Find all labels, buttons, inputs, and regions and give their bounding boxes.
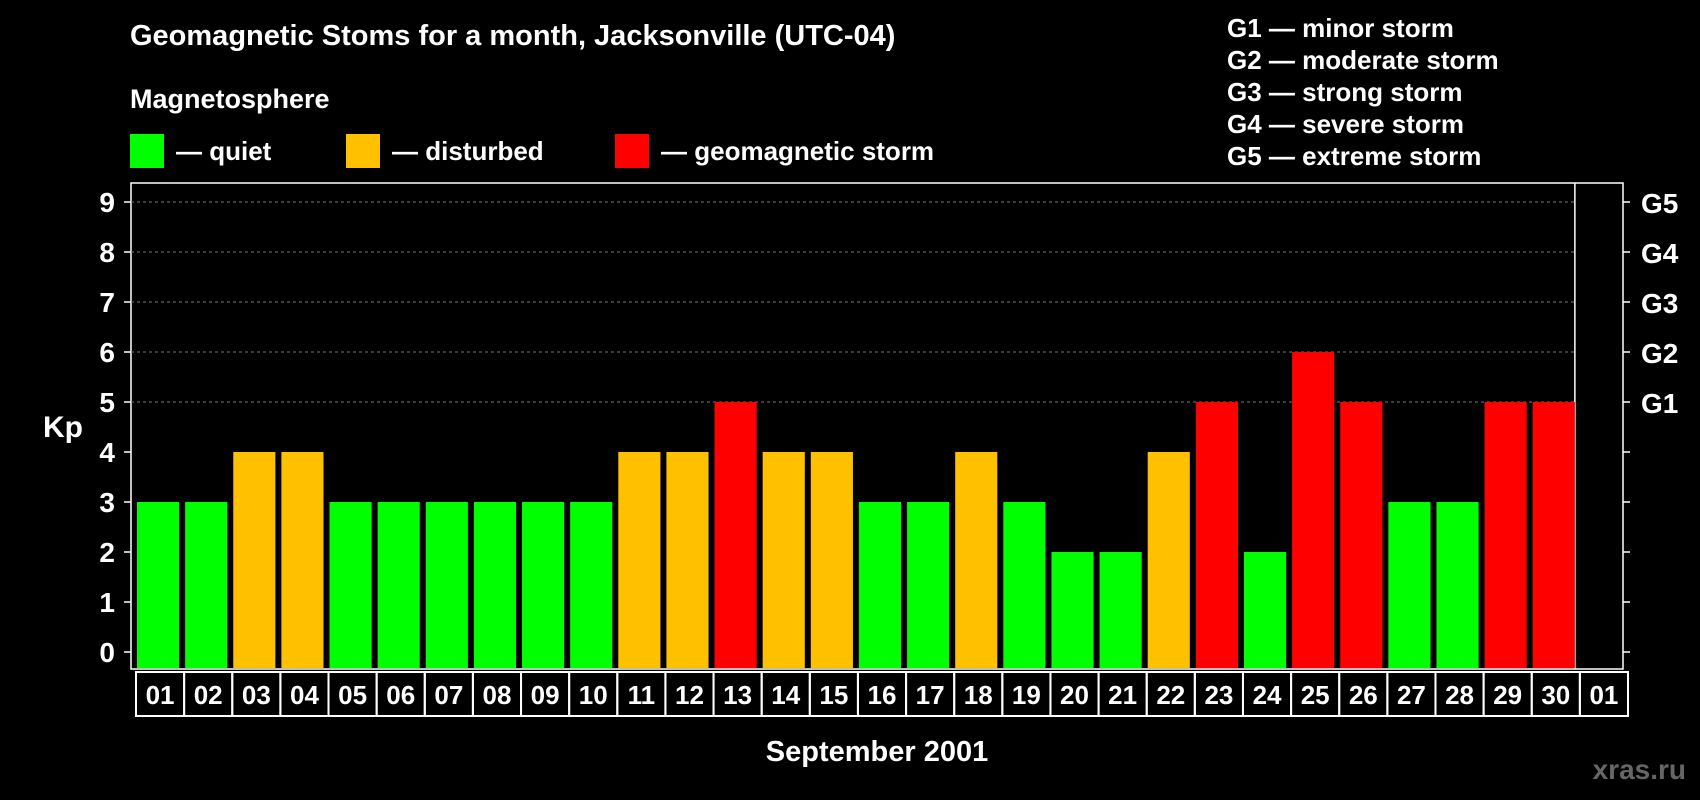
legend-label-quiet: — quiet bbox=[176, 135, 272, 166]
x-tick-label: 24 bbox=[1253, 680, 1282, 710]
y-tick-label: 3 bbox=[99, 487, 115, 518]
bar-day-22 bbox=[1147, 452, 1190, 668]
x-tick-label: 08 bbox=[483, 680, 512, 710]
x-tick-label: 05 bbox=[338, 680, 367, 710]
bar-day-10 bbox=[570, 502, 613, 668]
legend-label-storm: — geomagnetic storm bbox=[661, 135, 935, 166]
legend-swatch-storm bbox=[615, 134, 649, 168]
bar-day-7 bbox=[425, 502, 468, 668]
y-tick-label: 0 bbox=[99, 637, 115, 668]
y-tick-label: 4 bbox=[99, 437, 115, 468]
x-tick-label: 17 bbox=[916, 680, 945, 710]
storm-scale-g3: G3 — strong storm bbox=[1227, 77, 1463, 107]
y-axis-label: Kp bbox=[43, 411, 83, 444]
bar-day-21 bbox=[1099, 552, 1142, 668]
bar-day-13 bbox=[714, 402, 757, 668]
bar-day-9 bbox=[522, 502, 565, 668]
bar-day-11 bbox=[618, 452, 661, 668]
bar-day-14 bbox=[762, 452, 805, 668]
legend-item-storm: — geomagnetic storm bbox=[615, 134, 934, 168]
x-tick-label: 09 bbox=[531, 680, 560, 710]
bar-day-19 bbox=[1003, 502, 1046, 668]
bar-day-4 bbox=[281, 452, 324, 668]
y-tick-label: 6 bbox=[99, 337, 115, 368]
bar-day-2 bbox=[185, 502, 228, 668]
x-tick-label: 15 bbox=[819, 680, 848, 710]
storm-level-label: G3 bbox=[1641, 288, 1678, 319]
x-tick-label: 30 bbox=[1541, 680, 1570, 710]
storm-scale-g2: G2 — moderate storm bbox=[1227, 45, 1499, 75]
y-tick-label: 7 bbox=[99, 287, 115, 318]
x-tick-label: 29 bbox=[1493, 680, 1522, 710]
y-tick-label: 8 bbox=[99, 237, 115, 268]
x-axis-label: September 2001 bbox=[765, 736, 989, 768]
x-tick-label: 16 bbox=[868, 680, 897, 710]
y-tick-label: 1 bbox=[99, 587, 115, 618]
x-tick-label: 04 bbox=[290, 680, 319, 710]
x-tick-label: 12 bbox=[675, 680, 704, 710]
legend-label-disturbed: — disturbed bbox=[392, 135, 544, 166]
storm-level-label: G4 bbox=[1641, 238, 1679, 269]
x-tick-label: 02 bbox=[194, 680, 223, 710]
bar-day-23 bbox=[1195, 402, 1238, 668]
legend-swatch-quiet bbox=[130, 134, 164, 168]
x-tick-label: 01 bbox=[146, 680, 175, 710]
bar-day-8 bbox=[473, 502, 517, 668]
y-tick-label: 9 bbox=[99, 187, 115, 218]
x-tick-label: 03 bbox=[242, 680, 271, 710]
storm-scale-g1: G1 — minor storm bbox=[1227, 13, 1454, 43]
bar-day-6 bbox=[377, 502, 420, 668]
bar-day-17 bbox=[907, 502, 950, 668]
x-tick-label: 21 bbox=[1108, 680, 1137, 710]
storm-scale-key: G1 — minor storm G2 — moderate storm G3 … bbox=[1227, 12, 1499, 172]
bar-day-26 bbox=[1340, 402, 1383, 668]
bar-day-30 bbox=[1532, 402, 1575, 668]
bar-day-3 bbox=[233, 452, 276, 668]
bar-day-1 bbox=[137, 502, 180, 668]
bar-day-16 bbox=[858, 502, 902, 668]
x-tick-label: 01 bbox=[1589, 680, 1618, 710]
storm-level-label: G2 bbox=[1641, 338, 1678, 369]
x-tick-label: 07 bbox=[434, 680, 463, 710]
x-tick-label: 11 bbox=[628, 680, 656, 710]
x-tick-label: 20 bbox=[1060, 680, 1089, 710]
bar-day-20 bbox=[1051, 552, 1094, 668]
y-tick-label: 5 bbox=[99, 387, 115, 418]
storm-scale-g4: G4 — severe storm bbox=[1227, 109, 1465, 139]
x-tick-label: 22 bbox=[1156, 680, 1185, 710]
x-tick-label: 23 bbox=[1204, 680, 1233, 710]
bar-day-18 bbox=[955, 452, 998, 668]
bar-day-12 bbox=[666, 452, 709, 668]
x-tick-label: 28 bbox=[1445, 680, 1474, 710]
bar-day-28 bbox=[1436, 502, 1479, 668]
bar-day-27 bbox=[1388, 502, 1431, 668]
y-tick-label: 2 bbox=[99, 537, 115, 568]
x-tick-label: 13 bbox=[723, 680, 752, 710]
x-tick-label: 26 bbox=[1349, 680, 1378, 710]
x-tick-label: 19 bbox=[1012, 680, 1041, 710]
watermark: xras.ru bbox=[1592, 754, 1686, 785]
bar-day-25 bbox=[1292, 352, 1335, 668]
x-tick-label: 14 bbox=[771, 680, 800, 710]
storm-level-label: G5 bbox=[1641, 188, 1678, 219]
x-tick-label: 06 bbox=[386, 680, 415, 710]
chart-title: Geomagnetic Stoms for a month, Jacksonvi… bbox=[130, 20, 896, 52]
storm-level-label: G1 bbox=[1641, 388, 1678, 419]
storm-scale-g5: G5 — extreme storm bbox=[1227, 141, 1482, 171]
legend-swatch-disturbed bbox=[346, 134, 380, 168]
x-tick-label: 25 bbox=[1301, 680, 1330, 710]
bar-day-5 bbox=[329, 502, 372, 668]
plot-frame bbox=[130, 182, 1624, 670]
legend-item-quiet: — quiet bbox=[130, 134, 271, 168]
bar-day-24 bbox=[1243, 552, 1287, 668]
bar-day-29 bbox=[1484, 402, 1527, 668]
x-tick-label: 10 bbox=[579, 680, 608, 710]
x-tick-label: 27 bbox=[1397, 680, 1426, 710]
legend-item-disturbed: — disturbed bbox=[346, 134, 544, 168]
x-category-box bbox=[1578, 671, 1630, 717]
magnetosphere-heading: Magnetosphere bbox=[130, 84, 330, 114]
bar-day-15 bbox=[810, 452, 853, 668]
x-tick-label: 18 bbox=[964, 680, 993, 710]
